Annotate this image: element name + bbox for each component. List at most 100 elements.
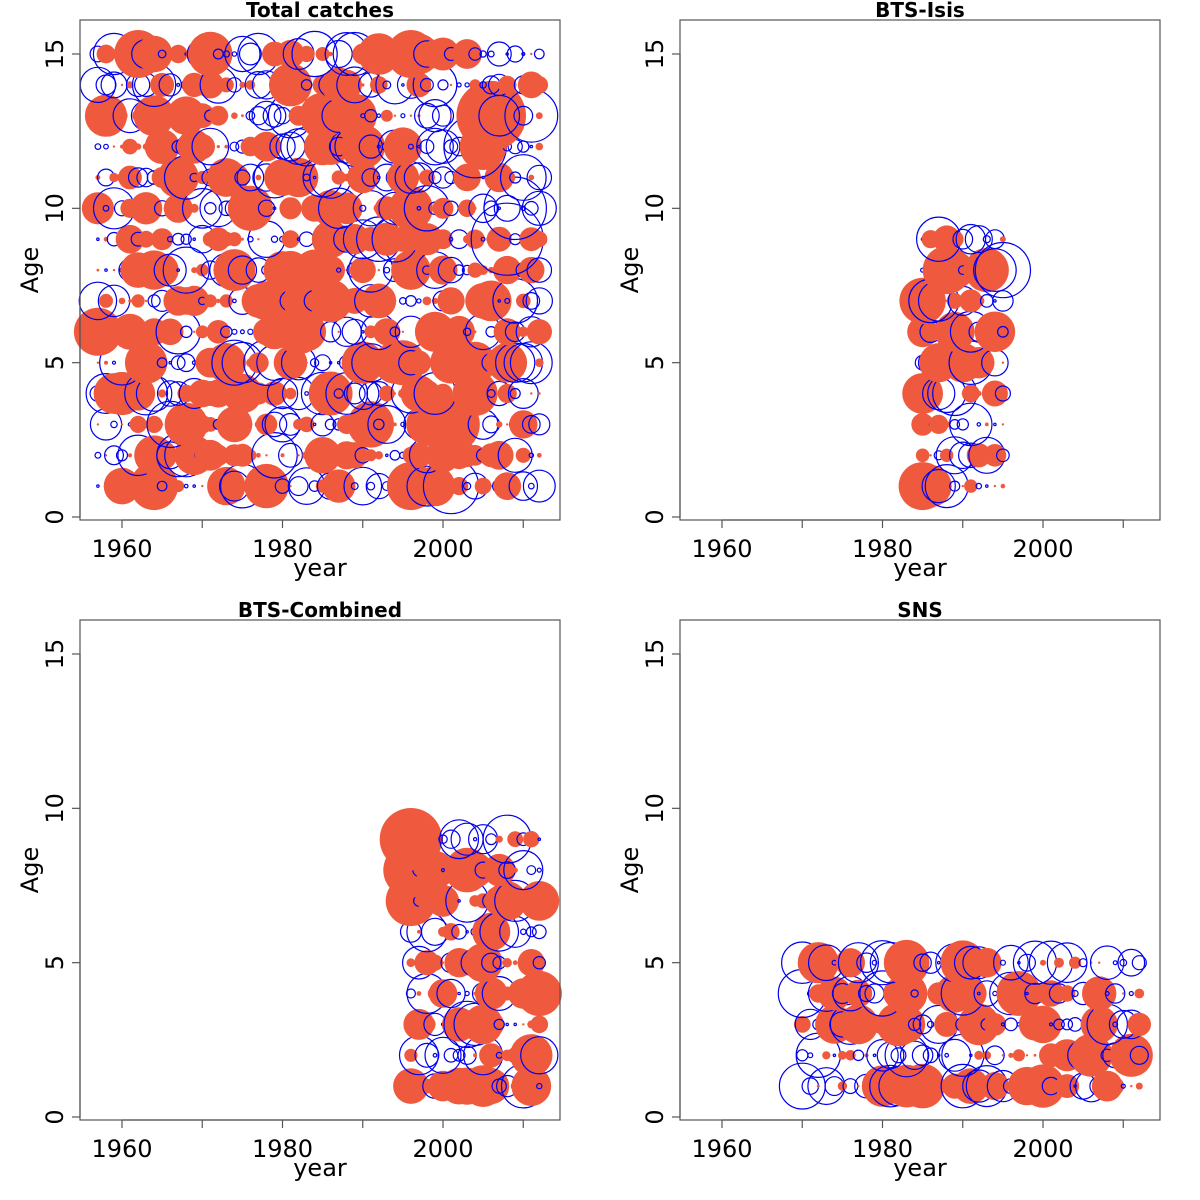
negative-residual-bubble	[343, 382, 366, 405]
positive-residual-bubble	[124, 341, 168, 384]
x-axis: 1960 1980 2000	[91, 1119, 524, 1163]
x-tick-label: 2000	[412, 535, 473, 563]
positive-residual-bubble	[1127, 1012, 1152, 1037]
x-axis-title: year	[893, 1154, 947, 1182]
positive-residual-bubble	[373, 318, 401, 346]
positive-residual-bubble	[530, 392, 533, 395]
positive-residual-bubble	[996, 971, 1042, 1016]
positive-residual-bubble	[452, 39, 482, 69]
negative-residual-bubble	[508, 471, 539, 501]
y-axis-title: Age	[16, 847, 44, 893]
positive-residual-bubble	[835, 948, 866, 978]
y-tick-label: 5	[641, 355, 669, 370]
negative-residual-bubble	[982, 235, 991, 244]
x-tick-label: 1980	[252, 1135, 313, 1163]
positive-residual-bubble	[265, 454, 268, 457]
positive-residual-bubble	[1008, 1052, 1014, 1058]
negative-residual-bubble	[183, 483, 189, 489]
negative-residual-bubble	[532, 956, 547, 970]
positive-residual-bubble	[478, 1011, 505, 1038]
positive-residual-bubble	[516, 970, 562, 1017]
panel-title: Total catches	[246, 0, 394, 22]
positive-residual-bubble	[406, 958, 416, 968]
negative-residual-bubble	[520, 1036, 559, 1075]
positive-residual-bubble	[983, 1013, 1007, 1036]
negative-residual-bubble	[262, 103, 287, 128]
negative-residual-bubble	[111, 360, 117, 365]
negative-residual-bubble	[179, 325, 193, 339]
positive-residual-bubble	[964, 479, 978, 493]
negative-residual-bubble	[976, 422, 982, 427]
negative-residual-bubble	[857, 984, 876, 1003]
y-tick-label: 10	[641, 793, 669, 824]
negative-residual-bubble	[926, 1020, 935, 1029]
positive-residual-bubble	[961, 484, 964, 488]
negative-residual-bubble	[441, 829, 461, 849]
negative-residual-bubble	[536, 1082, 543, 1090]
negative-residual-bubble	[419, 77, 434, 92]
negative-residual-bubble	[527, 482, 535, 490]
x-tick-label: 1980	[852, 535, 913, 563]
x-axis-title: year	[293, 1154, 347, 1182]
negative-residual-bubble	[907, 1017, 922, 1032]
negative-residual-bubble	[1089, 945, 1125, 981]
negative-residual-bubble	[503, 849, 544, 891]
positive-residual-bubble	[817, 976, 852, 1011]
positive-residual-bubble	[1037, 980, 1065, 1007]
negative-residual-bubble	[366, 481, 376, 491]
positive-residual-bubble	[845, 1050, 856, 1061]
positive-residual-bubble	[469, 79, 481, 91]
negative-residual-bubble	[191, 127, 230, 166]
x-tick-label: 2000	[1012, 535, 1073, 563]
positive-residual-bubble	[315, 47, 330, 61]
y-tick-label: 15	[41, 39, 69, 70]
negative-residual-bubble	[871, 959, 878, 966]
positive-residual-bubble	[96, 44, 116, 64]
positive-residual-bubble	[1058, 985, 1076, 1002]
positive-residual-bubble	[240, 237, 244, 241]
negative-residual-bubble	[528, 413, 551, 436]
positive-residual-bubble	[207, 466, 246, 506]
positive-residual-bubble	[497, 383, 517, 404]
positive-residual-bubble	[145, 253, 179, 287]
negative-residual-bubble	[156, 480, 168, 492]
negative-residual-bubble	[181, 187, 223, 229]
negative-residual-bubble	[468, 193, 498, 224]
positive-residual-bubble	[506, 423, 509, 426]
negative-residual-bubble	[453, 264, 465, 276]
positive-residual-bubble	[219, 294, 233, 308]
positive-residual-bubble	[980, 1072, 1010, 1101]
y-axis: 0 5 10 15	[41, 639, 81, 1125]
positive-residual-bubble	[227, 232, 242, 247]
positive-residual-bubble	[450, 477, 469, 496]
positive-residual-bubble	[358, 33, 400, 75]
positive-residual-bubble	[467, 262, 483, 278]
positive-residual-bubble	[535, 358, 544, 368]
positive-residual-bubble	[518, 326, 529, 338]
positive-residual-bubble	[144, 299, 148, 303]
negative-residual-bubble	[526, 164, 553, 191]
positive-residual-bubble	[213, 249, 256, 292]
positive-residual-bubble	[512, 960, 518, 966]
positive-residual-bubble	[129, 415, 147, 433]
positive-residual-bubble	[522, 1023, 525, 1026]
negative-residual-bubble	[247, 328, 254, 335]
positive-residual-bubble	[276, 39, 305, 69]
negative-residual-bubble	[1061, 1018, 1074, 1031]
positive-residual-bubble	[473, 206, 477, 210]
positive-residual-bubble	[135, 35, 173, 73]
y-tick-label: 15	[641, 39, 669, 70]
negative-residual-bubble	[964, 225, 993, 254]
negative-residual-bubble	[419, 139, 435, 155]
negative-residual-bubble	[949, 480, 961, 492]
negative-residual-bubble	[257, 199, 276, 217]
positive-residual-bubble	[145, 415, 163, 433]
positive-residual-bubble	[928, 391, 933, 396]
negative-residual-bubble	[416, 127, 454, 166]
negative-residual-bubble	[234, 169, 251, 186]
negative-residual-bubble	[528, 452, 535, 459]
negative-residual-bubble	[224, 35, 261, 73]
positive-residual-bubble	[167, 483, 173, 489]
positive-residual-bubble	[316, 255, 345, 285]
negative-residual-bubble	[328, 360, 333, 365]
